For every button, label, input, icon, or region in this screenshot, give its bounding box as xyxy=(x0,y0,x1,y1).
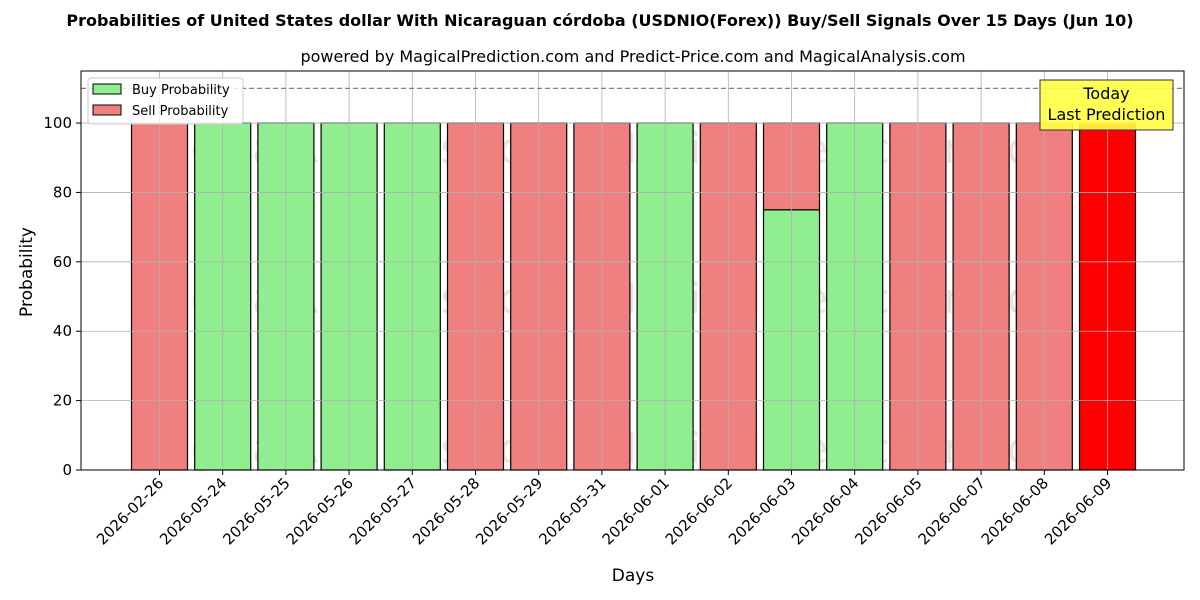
x-tick-label: 2026-05-28 xyxy=(409,474,483,548)
x-tick-label: 2026-06-02 xyxy=(662,474,736,548)
x-tick-label: 2026-05-31 xyxy=(535,474,609,548)
plot-frame xyxy=(80,70,1185,471)
x-tick-label: 2026-06-09 xyxy=(1041,474,1115,548)
x-tick-label: 2026-05-25 xyxy=(219,474,293,548)
chart-title: Probabilities of United States dollar Wi… xyxy=(66,11,1133,30)
x-tick-label: 2026-06-08 xyxy=(978,474,1052,548)
y-tick-label: 60 xyxy=(53,253,72,271)
x-tick-label: 2026-02-26 xyxy=(93,474,167,548)
y-tick-label: 0 xyxy=(62,461,72,479)
annotation-line-1: Today xyxy=(1082,84,1129,103)
chart-subtitle: powered by MagicalPrediction.com and Pre… xyxy=(300,47,965,66)
legend: Buy Probability Sell Probability xyxy=(87,77,244,125)
x-tick-label: 2026-05-27 xyxy=(346,474,420,548)
x-tick-label: 2026-06-05 xyxy=(851,474,925,548)
y-tick-label: 40 xyxy=(53,322,72,340)
legend-label: Sell Probability xyxy=(132,104,229,119)
x-tick-label: 2026-06-03 xyxy=(725,474,799,548)
y-tick-label: 20 xyxy=(53,392,72,410)
legend-label: Buy Probability xyxy=(132,83,230,98)
bar-layer xyxy=(130,122,1137,471)
x-tick-label: 2026-06-01 xyxy=(599,474,673,548)
x-tick-label: 2026-06-04 xyxy=(788,474,862,548)
legend-swatch xyxy=(92,83,122,95)
y-tick-label: 80 xyxy=(53,183,72,201)
x-tick-label: 2026-06-07 xyxy=(915,474,989,548)
x-tick-label: 2026-05-24 xyxy=(156,474,230,548)
x-tick-label: 2026-05-26 xyxy=(283,474,357,548)
legend-swatch xyxy=(92,104,122,116)
x-axis-label: Days xyxy=(612,566,655,586)
legend-box xyxy=(87,77,244,125)
x-tick-label: 2026-05-29 xyxy=(472,474,546,548)
annotation-box xyxy=(1039,79,1174,131)
annotation: Today Last Prediction xyxy=(1039,79,1174,131)
annotation-line-2: Last Prediction xyxy=(1048,105,1166,124)
y-tick-label: 100 xyxy=(43,114,72,132)
y-axis-label: Probability xyxy=(17,227,37,317)
